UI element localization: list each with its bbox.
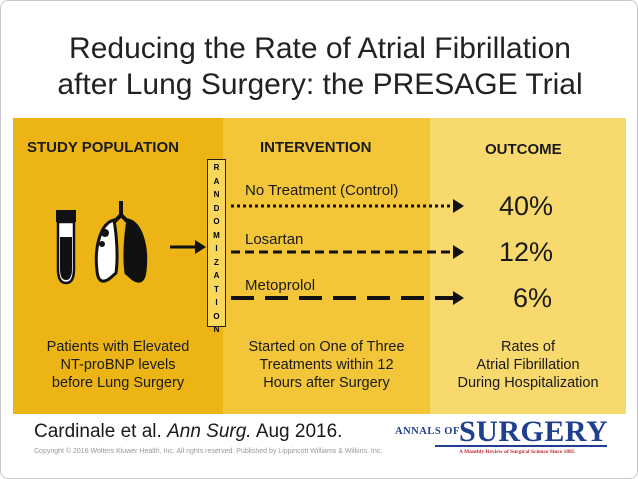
- randomization-letter: A: [213, 176, 220, 186]
- outcome-control: 40%: [499, 191, 554, 221]
- citation-authors: Cardinale et al.: [34, 421, 162, 442]
- annals-of-surgery-logo: ANNALS OF SURGERY A Monthly Review of Su…: [395, 415, 609, 459]
- population-description: Patients with Elevated NT-proBNP levels …: [46, 339, 190, 391]
- outcome-description: Rates of Atrial Fibrillation During Hosp…: [457, 339, 599, 391]
- blood-tube-icon: [56, 210, 76, 285]
- randomization-letter: M: [213, 230, 220, 240]
- lungs-icon: [94, 201, 148, 283]
- metoprolol-arrow: [231, 291, 464, 305]
- randomization-letter: I: [215, 298, 218, 307]
- intervention-description: Started on One of Three Treatments withi…: [248, 339, 405, 391]
- treatment-label-losartan: Losartan: [245, 231, 304, 248]
- arrow-to-randomization: [170, 240, 206, 254]
- copyright-notice: Copyright © 2016 Wolters Kluwer Health, …: [34, 448, 383, 455]
- citation-journal: Ann Surg.: [167, 421, 252, 442]
- randomization-letter: T: [214, 284, 219, 294]
- logo-rule: [435, 445, 607, 447]
- randomization-letter: O: [213, 311, 220, 321]
- randomization-letter: N: [213, 190, 220, 199]
- logo-surgery-text: SURGERY: [459, 415, 609, 448]
- losartan-arrow: [231, 245, 464, 259]
- logo-annals-text: ANNALS OF: [395, 426, 460, 437]
- control-arrow: [231, 199, 464, 213]
- randomization-letter: N: [213, 325, 220, 334]
- randomization-letter: O: [213, 217, 220, 226]
- randomization-letter: D: [213, 203, 220, 213]
- slide-title: Reducing the Rate of Atrial Fibrillation…: [1, 31, 637, 103]
- outcome-metoprolol: 6%: [513, 283, 553, 313]
- logo-tagline: A Monthly Review of Surgical Science Sin…: [459, 449, 575, 455]
- outcome-header: OUTCOME: [485, 141, 562, 158]
- citation-date: Aug 2016.: [255, 421, 343, 442]
- title-line-1: Reducing the Rate of Atrial Fibrillation: [69, 32, 571, 65]
- randomization-letter: Z: [214, 257, 219, 267]
- randomization-letter: I: [215, 244, 218, 253]
- treatment-label-control: No Treatment (Control): [245, 182, 399, 199]
- citation: Cardinale et al. Ann Surg. Aug 2016.: [34, 421, 342, 443]
- study-population-header: STUDY POPULATION: [27, 139, 179, 156]
- randomization-letter: R: [213, 163, 220, 172]
- outcome-losartan: 12%: [499, 237, 554, 267]
- title-line-2: after Lung Surgery: the PRESAGE Trial: [57, 68, 583, 101]
- treatment-label-metoprolol: Metoprolol: [245, 277, 316, 294]
- outcome-panel: [430, 118, 626, 414]
- randomization-letter: A: [213, 271, 220, 280]
- intervention-header: INTERVENTION: [260, 139, 372, 156]
- intervention-panel: [223, 118, 430, 414]
